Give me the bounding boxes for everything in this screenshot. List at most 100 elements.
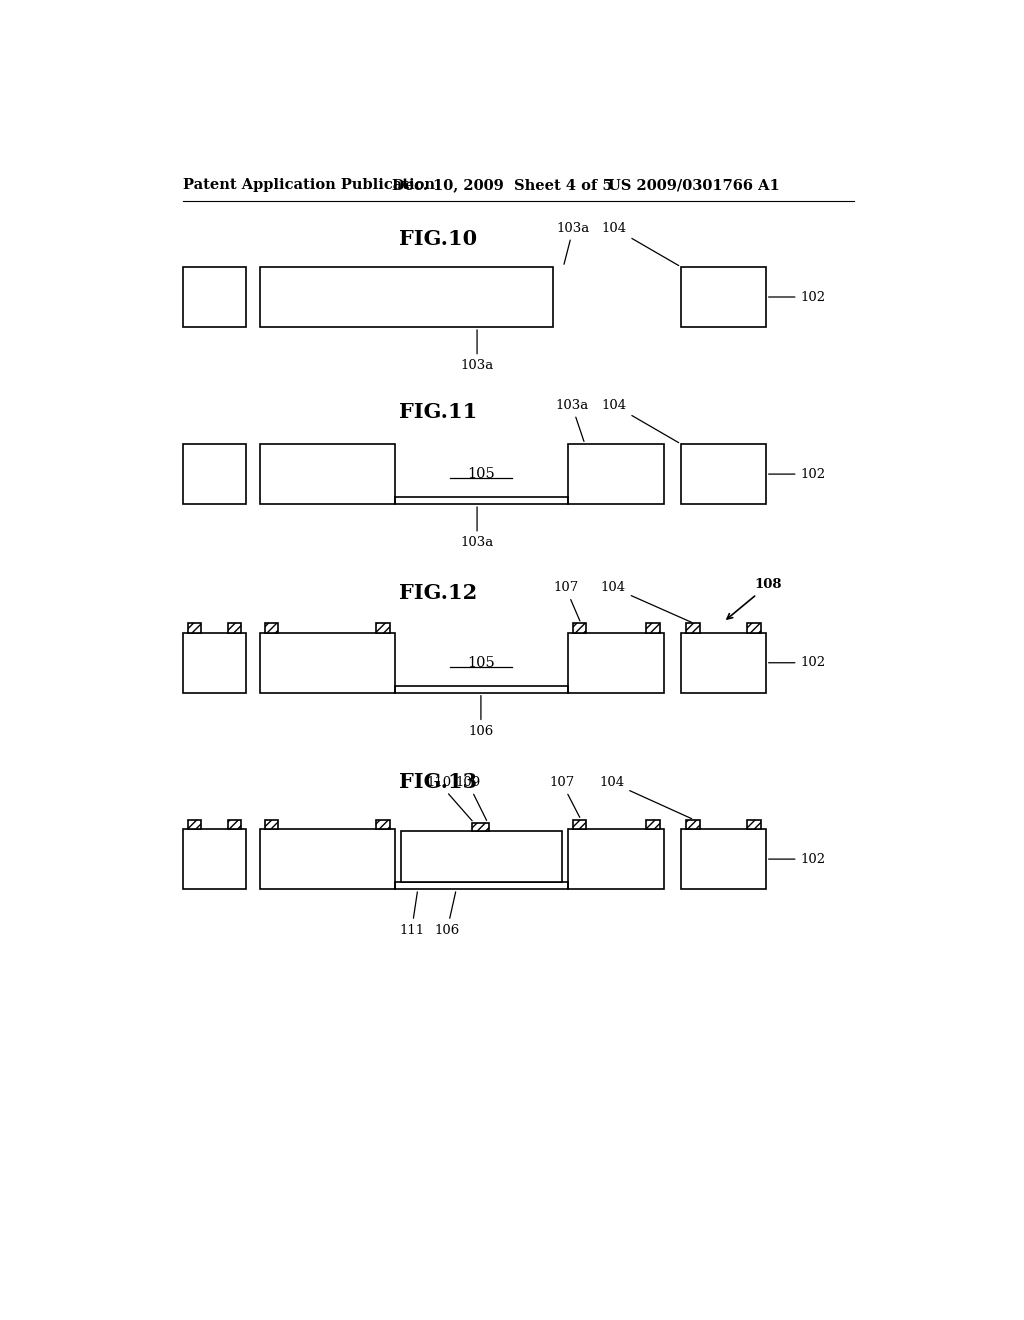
Bar — [681, 882, 766, 890]
Text: 102: 102 — [769, 656, 825, 669]
Bar — [264, 623, 279, 632]
Bar — [260, 686, 394, 693]
Bar — [260, 267, 553, 327]
Bar — [183, 686, 246, 693]
Bar — [759, 451, 766, 498]
Bar — [681, 267, 766, 327]
Bar — [748, 623, 761, 632]
Bar — [264, 820, 279, 829]
Text: 106: 106 — [434, 892, 460, 937]
Text: 103a: 103a — [557, 222, 590, 264]
Bar — [189, 640, 240, 686]
Bar — [183, 267, 246, 275]
Bar — [568, 632, 665, 693]
Bar — [240, 836, 246, 882]
Bar — [574, 836, 657, 882]
Text: 107: 107 — [553, 581, 580, 620]
Bar — [574, 640, 657, 686]
Bar — [376, 623, 390, 632]
Text: 105: 105 — [467, 656, 495, 669]
Bar — [681, 444, 766, 504]
Text: FIG.11: FIG.11 — [399, 403, 477, 422]
Bar — [260, 444, 394, 504]
Bar — [260, 444, 394, 451]
Bar — [183, 882, 246, 890]
Bar — [568, 686, 665, 693]
Text: 108: 108 — [727, 578, 781, 619]
Bar — [260, 275, 267, 321]
Text: 103a: 103a — [555, 399, 589, 441]
Bar — [183, 829, 246, 836]
Bar — [183, 632, 246, 693]
Bar — [681, 829, 766, 890]
Bar — [394, 498, 568, 504]
Bar — [388, 640, 394, 686]
Bar — [681, 836, 688, 882]
Bar — [568, 498, 665, 504]
Bar — [568, 444, 665, 504]
Bar — [183, 444, 246, 451]
Bar — [394, 882, 568, 890]
Text: FIG.10: FIG.10 — [399, 230, 477, 249]
Bar — [681, 267, 766, 327]
Text: US 2009/0301766 A1: US 2009/0301766 A1 — [608, 178, 779, 193]
Bar — [183, 267, 246, 327]
Bar — [267, 836, 388, 882]
Bar — [394, 498, 568, 504]
Bar — [394, 686, 568, 693]
Bar — [183, 632, 246, 693]
Bar — [688, 836, 759, 882]
Text: Patent Application Publication: Patent Application Publication — [183, 178, 435, 193]
Bar — [183, 640, 189, 686]
Bar — [657, 836, 665, 882]
Bar — [681, 444, 766, 504]
Bar — [681, 686, 766, 693]
Bar — [388, 836, 394, 882]
Bar — [227, 623, 242, 632]
Bar — [260, 829, 394, 890]
Text: 105: 105 — [467, 467, 495, 480]
Bar — [183, 836, 189, 882]
Bar — [472, 822, 489, 830]
Bar — [657, 451, 665, 498]
Bar — [260, 498, 394, 504]
Bar — [260, 267, 553, 327]
Bar — [260, 829, 394, 836]
Text: 111: 111 — [399, 892, 424, 937]
Text: 102: 102 — [769, 853, 825, 866]
Text: 104: 104 — [599, 776, 691, 818]
Bar — [657, 640, 665, 686]
Bar — [681, 451, 688, 498]
Text: 107: 107 — [549, 776, 580, 817]
Text: 110: 110 — [426, 776, 472, 821]
Bar — [240, 451, 246, 498]
Bar — [646, 623, 659, 632]
Text: FIG.12: FIG.12 — [399, 583, 477, 603]
Bar — [189, 451, 240, 498]
Bar — [681, 632, 766, 640]
Bar — [189, 275, 240, 321]
Bar — [227, 820, 242, 829]
Bar — [681, 444, 766, 451]
Bar — [189, 836, 240, 882]
Bar — [568, 882, 665, 890]
Bar — [394, 882, 568, 890]
Bar — [568, 829, 665, 890]
Bar — [260, 829, 394, 890]
Bar — [183, 632, 246, 640]
Bar — [260, 267, 553, 275]
Bar — [681, 632, 766, 693]
Bar — [686, 623, 699, 632]
Text: 102: 102 — [769, 467, 825, 480]
Bar — [568, 444, 665, 504]
Bar — [568, 836, 574, 882]
Bar — [183, 829, 246, 890]
Bar — [394, 686, 568, 693]
Text: 109: 109 — [456, 776, 486, 821]
Bar — [748, 820, 761, 829]
Text: 102: 102 — [769, 290, 825, 304]
Bar — [240, 275, 246, 321]
Bar — [267, 640, 388, 686]
Bar — [260, 321, 553, 327]
Bar — [759, 836, 766, 882]
